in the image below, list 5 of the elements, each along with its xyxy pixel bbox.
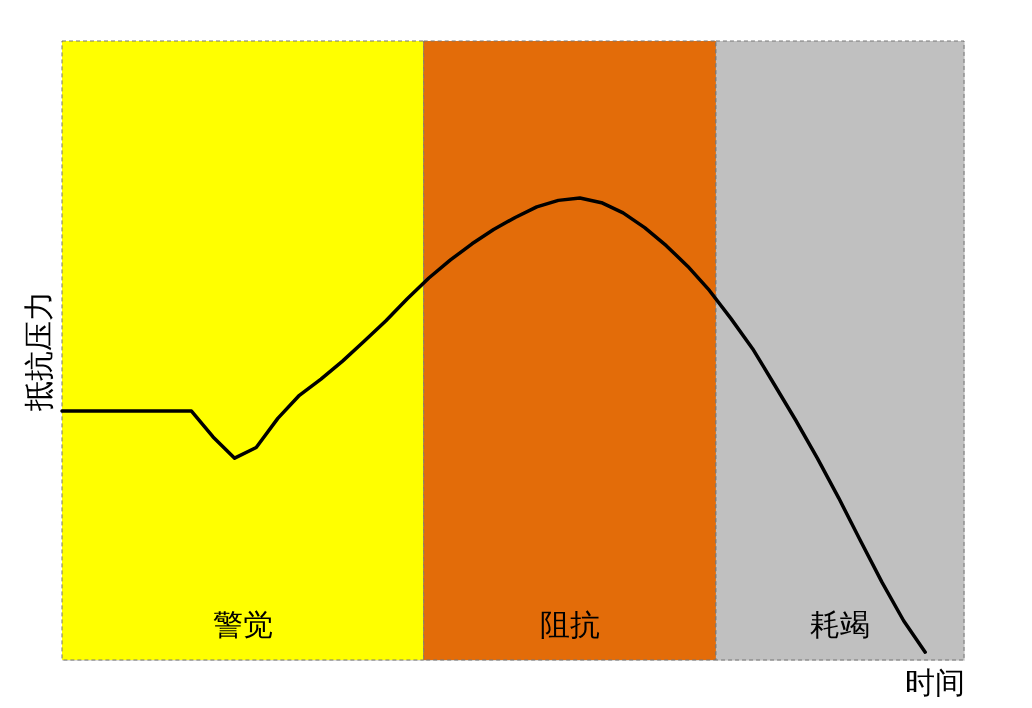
y-axis-title: 抵抗压力 <box>20 291 56 412</box>
x-axis-title: 时间 <box>904 664 965 700</box>
annotation: 阻抗 <box>539 607 600 642</box>
annotation: 耗竭 <box>809 607 870 642</box>
annotation: 警觉 <box>212 607 273 642</box>
